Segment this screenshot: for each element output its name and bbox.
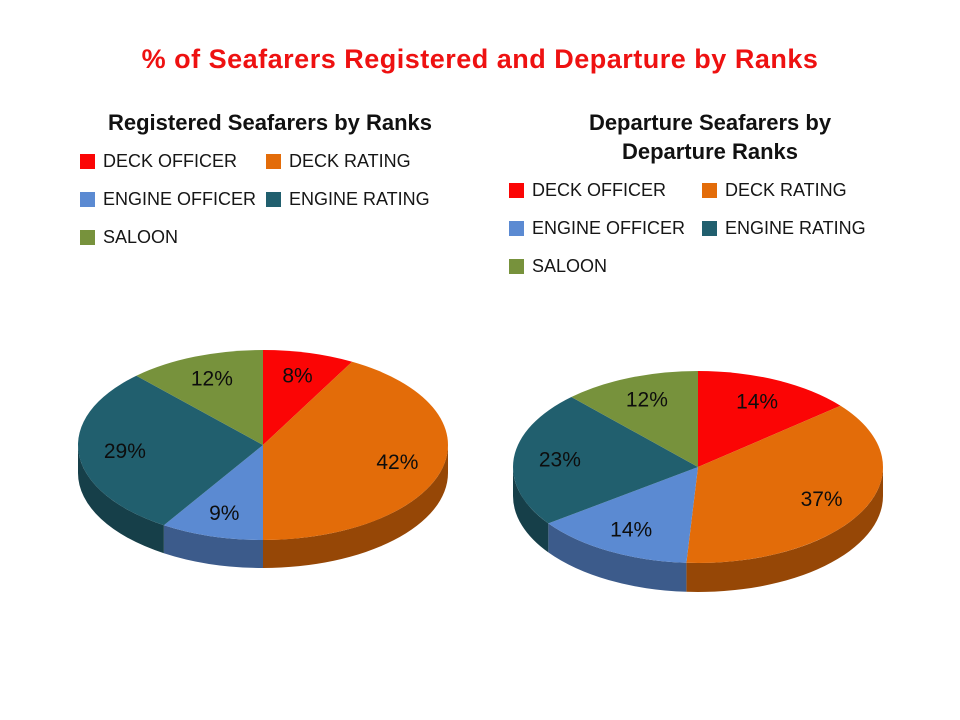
registered-pie-chart: 8% 42% 9% 29% 12% <box>78 350 448 568</box>
slide-title: % of Seafarers Registered and Departure … <box>141 44 819 74</box>
legend-swatch-saloon <box>80 230 95 245</box>
pie-label-engine-officer: 9% <box>209 502 239 525</box>
pie-slice-saloon <box>571 371 698 467</box>
pie-slice-deck-officer <box>263 350 353 445</box>
pie-side-engine-officer <box>548 523 687 592</box>
legend-label-deck-rating: DECK RATING <box>725 180 847 200</box>
pie-label-deck-officer: 8% <box>282 365 312 388</box>
legend-item-saloon: SALOON <box>509 256 702 277</box>
pie-side-deck-rating <box>686 467 883 592</box>
departure-chart-title-line1: Departure Seafarers by <box>588 110 832 135</box>
legend-label-engine-officer: ENGINE OFFICER <box>532 218 686 238</box>
legend-item-engine-officer: ENGINE OFFICER <box>509 218 702 239</box>
legend-item-engine-rating: ENGINE RATING <box>266 189 480 210</box>
legend-item-deck-officer: DECK OFFICER <box>509 180 702 201</box>
legend-swatch-deck-rating <box>702 183 717 198</box>
departure-chart-panel: Departure Seafarers by Departure Ranks D… <box>495 108 925 277</box>
legend-item-engine-officer: ENGINE OFFICER <box>80 189 266 210</box>
pie-side-engine-officer <box>163 525 263 568</box>
pie-slice-saloon <box>136 350 263 445</box>
registered-chart-panel: Registered Seafarers by Ranks DECK OFFIC… <box>60 108 480 248</box>
legend-label-engine-rating: ENGINE RATING <box>725 218 866 238</box>
pie-side-engine-rating <box>78 445 164 554</box>
departure-legend: DECK OFFICER DECK RATING ENGINE OFFICER … <box>509 180 925 277</box>
registered-chart-title: Registered Seafarers by Ranks <box>107 110 433 135</box>
legend-label-deck-rating: DECK RATING <box>289 151 411 171</box>
legend-label-saloon: SALOON <box>103 227 179 247</box>
legend-label-deck-officer: DECK OFFICER <box>103 151 238 171</box>
legend-swatch-engine-officer <box>509 221 524 236</box>
legend-item-deck-rating: DECK RATING <box>266 151 480 172</box>
pie-label-deck-rating: 42% <box>376 451 418 474</box>
legend-swatch-deck-rating <box>266 154 281 169</box>
departure-chart-title: Departure Seafarers by Departure Ranks <box>495 108 925 166</box>
legend-label-saloon: SALOON <box>532 256 608 276</box>
pie-label-engine-officer: 14% <box>610 519 652 542</box>
pie-slice-engine-rating <box>512 397 698 524</box>
pie-label-deck-officer: 14% <box>736 390 778 413</box>
legend-swatch-saloon <box>509 259 524 274</box>
pie-slice-engine-officer <box>548 467 698 563</box>
pie-label-engine-rating: 23% <box>539 449 581 472</box>
pie-slice-deck-rating <box>263 361 448 540</box>
pie-side-deck-rating <box>263 445 448 568</box>
legend-label-deck-officer: DECK OFFICER <box>532 180 667 200</box>
legend-swatch-deck-officer <box>80 154 95 169</box>
legend-swatch-engine-officer <box>80 192 95 207</box>
pie-slice-engine-officer <box>163 445 263 540</box>
departure-chart-title-line2: Departure Ranks <box>621 139 799 164</box>
legend-swatch-deck-officer <box>509 183 524 198</box>
legend-label-engine-rating: ENGINE RATING <box>289 189 430 209</box>
pie-label-saloon: 12% <box>626 389 668 412</box>
pie-slice-engine-rating <box>78 375 263 526</box>
pie-label-deck-rating: 37% <box>801 488 843 511</box>
legend-item-deck-rating: DECK RATING <box>702 180 925 201</box>
pie-side-engine-rating <box>513 467 549 553</box>
registered-legend: DECK OFFICER DECK RATING ENGINE OFFICER … <box>80 151 480 248</box>
legend-item-engine-rating: ENGINE RATING <box>702 218 925 239</box>
legend-item-deck-officer: DECK OFFICER <box>80 151 266 172</box>
pie-label-saloon: 12% <box>191 367 233 390</box>
departure-pie-chart: 14% 37% 14% 23% 12% <box>512 371 883 592</box>
pie-label-engine-rating: 29% <box>104 440 146 463</box>
legend-item-saloon: SALOON <box>80 227 266 248</box>
pie-slice-deck-rating <box>686 405 883 563</box>
legend-swatch-engine-rating <box>702 221 717 236</box>
legend-swatch-engine-rating <box>266 192 281 207</box>
legend-label-engine-officer: ENGINE OFFICER <box>103 189 257 209</box>
pie-slice-deck-officer <box>698 371 841 467</box>
